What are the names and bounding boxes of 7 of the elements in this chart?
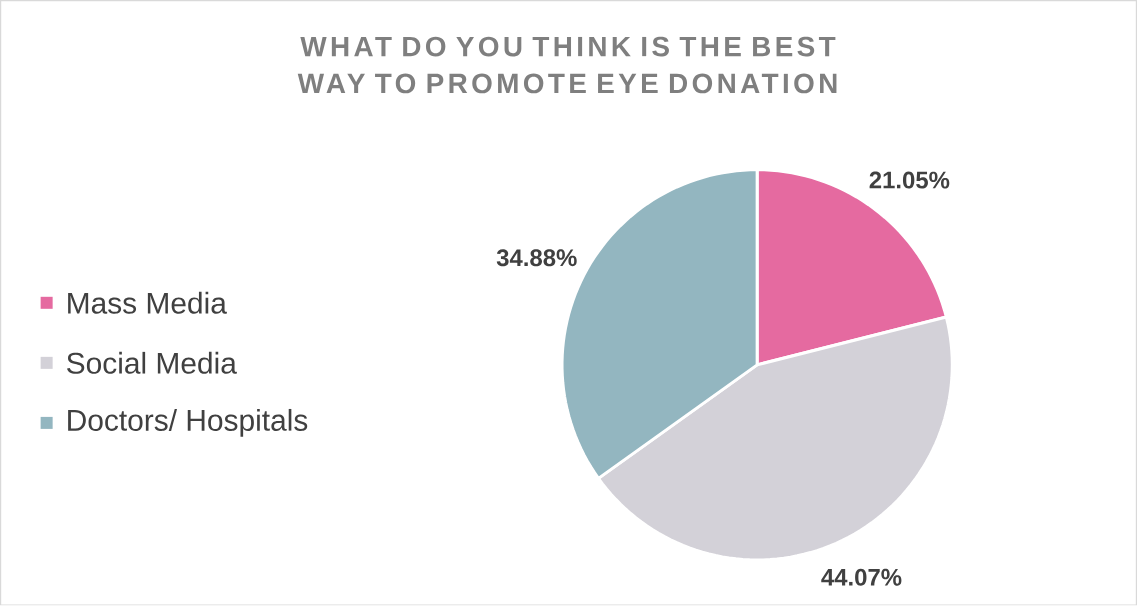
chart-title: WHAT DO YOU THINK IS THE BEST WAY TO PROMOTE EYE DONATION: [297, 36, 837, 94]
data-label: 34.88%: [496, 249, 577, 267]
data-label: 21.05%: [869, 171, 950, 189]
data-label: 44.07%: [821, 568, 902, 586]
legend-label: Doctors/ Hospitals: [68, 409, 308, 438]
legend-label: Mass Media: [68, 292, 227, 314]
legend-label: Social Media: [67, 352, 237, 375]
